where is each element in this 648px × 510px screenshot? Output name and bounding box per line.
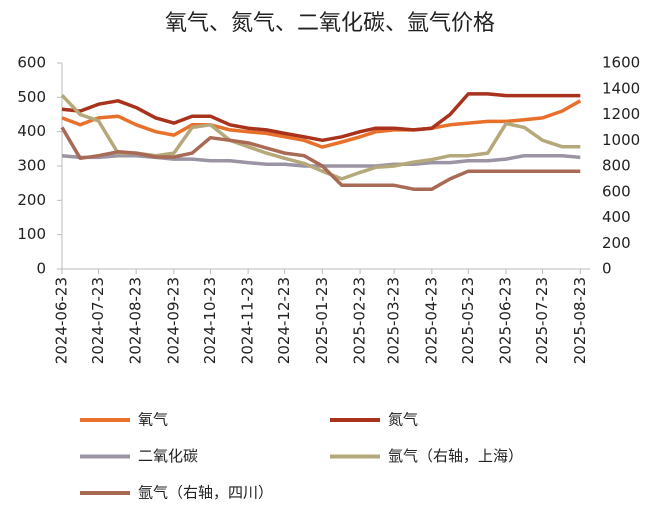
y2-tick-label: 1200	[602, 105, 640, 123]
y2-tick-label: 400	[602, 208, 631, 226]
y2-tick-label: 800	[602, 157, 631, 175]
y2-tick-label: 600	[602, 182, 631, 200]
x-tick-label: 2025-06-23	[497, 277, 515, 364]
x-tick-label: 2025-01-23	[313, 277, 331, 364]
legend-label: 氮气	[388, 411, 418, 429]
y2-tick-label: 200	[602, 234, 631, 252]
y2-tick-label: 1400	[602, 79, 640, 97]
series-line	[60, 126, 581, 191]
x-tick-label: 2025-02-23	[351, 277, 369, 364]
legend-label: 二氧化碳	[138, 447, 198, 465]
x-tick-label: 2025-03-23	[385, 277, 403, 364]
y2-tick-label: 1000	[602, 131, 640, 149]
y-tick-label: 300	[17, 157, 46, 175]
chart-title: 氧气、氮气、二氧化碳、氩气价格	[165, 11, 495, 36]
y-tick-label: 400	[17, 122, 46, 140]
y-tick-label: 500	[17, 88, 46, 106]
y2-tick-label: 0	[602, 260, 612, 278]
x-tick-label: 2024-06-23	[53, 277, 71, 364]
y-tick-label: 200	[17, 191, 46, 209]
x-tick-label: 2024-07-23	[89, 277, 107, 364]
x-tick-label: 2025-04-23	[422, 277, 440, 364]
x-tick-label: 2025-08-23	[571, 277, 589, 364]
x-tick-label: 2025-07-23	[533, 277, 551, 364]
y-tick-label: 100	[17, 225, 46, 243]
series-line	[61, 99, 582, 149]
x-tick-label: 2024-09-23	[164, 277, 182, 364]
y-tick-label: 600	[17, 54, 46, 72]
series-line	[61, 92, 581, 143]
x-tick-label: 2024-12-23	[275, 277, 293, 364]
x-tick-label: 2024-08-23	[127, 277, 145, 364]
x-tick-label: 2024-10-23	[201, 277, 219, 364]
y-tick-label: 0	[36, 260, 46, 278]
legend-label: 氩气（右轴，四川）	[138, 484, 273, 502]
x-tick-label: 2024-11-23	[239, 277, 257, 364]
y2-tick-label: 1600	[602, 54, 640, 72]
legend-label: 氩气（右轴，上海）	[388, 447, 523, 465]
legend-label: 氧气	[138, 411, 168, 429]
x-tick-label: 2025-05-23	[459, 277, 477, 364]
